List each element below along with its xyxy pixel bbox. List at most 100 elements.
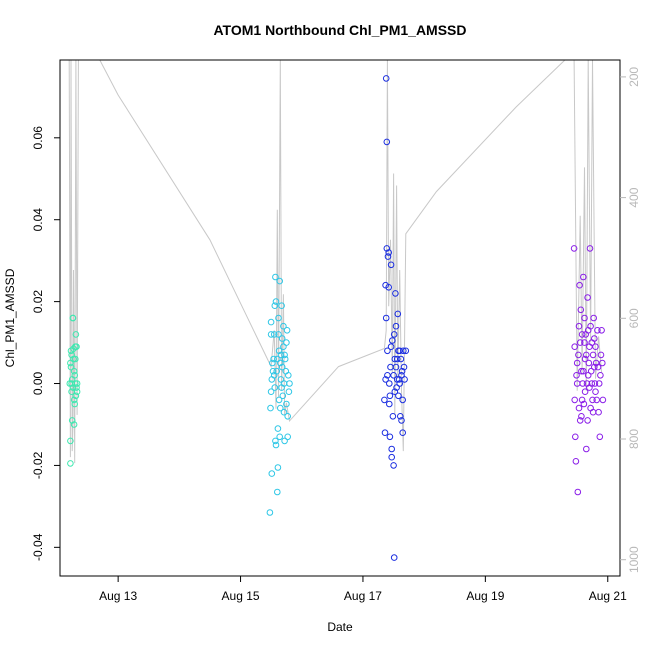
data-point	[272, 441, 280, 449]
x-tick-label: Aug 15	[222, 589, 260, 603]
y-tick-label: 0.04	[31, 208, 45, 232]
data-point	[67, 363, 75, 371]
data-point	[389, 413, 397, 420]
data-point	[398, 372, 405, 379]
data-point	[381, 429, 389, 437]
data-point	[577, 306, 585, 314]
data-point	[279, 392, 287, 400]
data-point	[267, 388, 275, 396]
x-tick-label: Aug 17	[344, 589, 382, 603]
data-point	[581, 355, 589, 363]
y-tick-label: -0.04	[31, 533, 45, 561]
y-tick-label: 0.00	[31, 371, 45, 395]
x-tick-label: Aug 19	[466, 589, 504, 603]
data-point	[397, 355, 405, 363]
data-point	[575, 322, 583, 330]
data-point	[274, 425, 282, 432]
secondary-line-series	[68, 60, 603, 464]
data-point	[584, 417, 591, 424]
data-point	[275, 331, 282, 338]
data-point	[278, 335, 286, 342]
data-point	[578, 331, 586, 338]
data-point	[596, 433, 604, 441]
data-point	[271, 384, 279, 391]
data-point	[385, 284, 393, 291]
data-point	[589, 396, 596, 404]
y2-tick-label: 1000	[627, 546, 641, 573]
data-point	[73, 384, 80, 391]
scatter-points	[66, 75, 607, 561]
data-point	[274, 488, 281, 496]
data-point	[272, 298, 280, 305]
data-point	[583, 351, 590, 359]
data-point	[393, 384, 400, 391]
data-point	[578, 367, 585, 375]
data-point	[276, 277, 284, 285]
data-point	[267, 318, 275, 326]
data-point	[73, 343, 80, 351]
y2-tick-label: 400	[627, 187, 641, 207]
data-point	[590, 314, 598, 322]
data-point	[381, 396, 388, 404]
data-point	[271, 302, 279, 310]
data-point	[273, 367, 281, 375]
data-point	[277, 404, 284, 412]
data-point	[67, 460, 74, 467]
data-point	[399, 396, 407, 404]
data-point	[592, 343, 599, 351]
data-point	[573, 372, 580, 379]
data-point	[387, 343, 395, 351]
data-point	[592, 388, 599, 396]
data-point	[579, 380, 587, 387]
x-axis-label: Date	[327, 620, 353, 634]
data-point	[384, 347, 391, 355]
data-point	[272, 437, 279, 445]
data-point	[597, 372, 604, 379]
y2-tick-label: 200	[627, 67, 641, 87]
data-point	[571, 343, 579, 351]
data-point	[576, 417, 584, 424]
data-point	[280, 322, 287, 330]
data-point	[72, 331, 80, 338]
data-point	[398, 417, 405, 424]
data-point	[570, 245, 578, 252]
data-point	[576, 281, 583, 289]
data-point	[585, 359, 593, 367]
data-point	[384, 253, 392, 260]
y2-tick-label: 600	[627, 308, 641, 328]
data-point	[274, 464, 282, 471]
data-point	[70, 396, 78, 404]
data-point	[572, 458, 580, 465]
data-point	[277, 359, 284, 367]
data-point	[283, 327, 291, 334]
data-point	[67, 437, 74, 445]
data-point	[277, 351, 285, 359]
data-point	[269, 359, 276, 367]
data-point	[390, 372, 397, 379]
data-point	[599, 396, 607, 404]
data-point	[270, 331, 278, 338]
data-point	[268, 470, 276, 477]
data-point	[71, 372, 78, 379]
data-point	[68, 380, 75, 387]
data-point	[583, 445, 590, 453]
data-point	[396, 380, 404, 387]
y-axis-label: Chl_PM1_AMSSD	[3, 268, 17, 367]
data-point	[391, 388, 399, 396]
y-tick-label: -0.02	[31, 451, 45, 479]
data-point	[399, 429, 407, 437]
data-point	[576, 339, 584, 346]
data-point	[281, 355, 289, 363]
data-point	[71, 400, 78, 408]
data-point	[571, 396, 579, 404]
chart-title: ATOM1 Northbound Chl_PM1_AMSSD	[213, 22, 466, 38]
data-point	[390, 462, 397, 469]
y-axis: -0.04 -0.02 0.00 0.02 0.04 0.06	[31, 126, 60, 561]
data-point	[285, 372, 292, 379]
data-point	[402, 347, 410, 355]
data-point	[272, 273, 279, 281]
data-point	[283, 339, 290, 346]
data-point	[283, 400, 290, 408]
data-point	[591, 363, 598, 371]
data-point	[392, 363, 400, 371]
